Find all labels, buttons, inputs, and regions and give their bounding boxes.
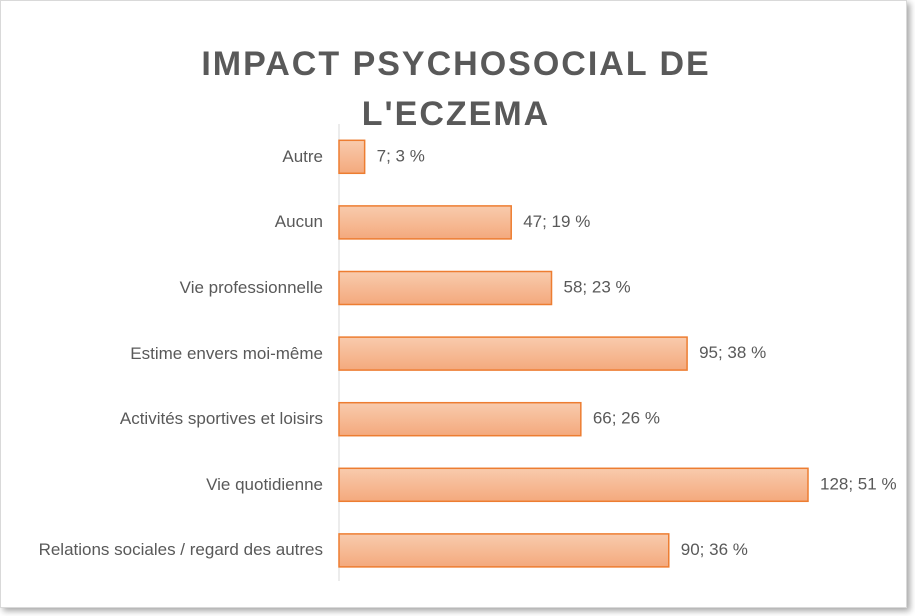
data-label: 90; 36 % (681, 540, 748, 559)
data-label: 7; 3 % (377, 146, 425, 165)
bar (338, 139, 366, 175)
plot: 7; 3 % 47; 19 % 58; 23 % 95; 38 % 66; 26 % 12… (338, 124, 897, 581)
chart: IMPACT PSYCHOSOCIAL DE L'ECZEMA 7; 3 % 47… (0, 0, 907, 608)
category-label-box: Estime envers moi-même (1, 324, 323, 384)
bar (338, 533, 670, 568)
category-label-box: Activités sportives et loisirs (1, 389, 323, 449)
chart-title: IMPACT PSYCHOSOCIAL DE L'ECZEMA (201, 45, 711, 133)
bar (338, 336, 688, 371)
bar (338, 205, 512, 240)
bar (338, 467, 809, 503)
category-label: Relations sociales / regard des autres (38, 540, 323, 560)
category-label-box: Aucun (1, 192, 323, 252)
bar (338, 270, 553, 306)
category-label: Vie professionnelle (179, 278, 323, 297)
category-label-box: Relations sociales / regard des autres (1, 520, 323, 580)
category-label: Autre (282, 146, 323, 166)
category-label-box: Autre (1, 127, 323, 187)
data-label: 47; 19 % (523, 212, 590, 231)
data-label: 128; 51 % (820, 474, 897, 493)
data-label: 95; 38 % (699, 343, 766, 362)
bar (338, 401, 582, 437)
category-label: Aucun (274, 212, 323, 232)
category-label-box: Vie professionnelle (1, 258, 323, 318)
category-label-box: Vie quotidienne (1, 455, 323, 515)
data-label: 58; 23 % (564, 277, 631, 296)
category-label: Activités sportives et loisirs (119, 409, 323, 429)
category-label: Estime envers moi-même (130, 343, 323, 363)
category-label: Vie quotidienne (206, 474, 323, 494)
data-label: 66; 26 % (593, 409, 660, 428)
